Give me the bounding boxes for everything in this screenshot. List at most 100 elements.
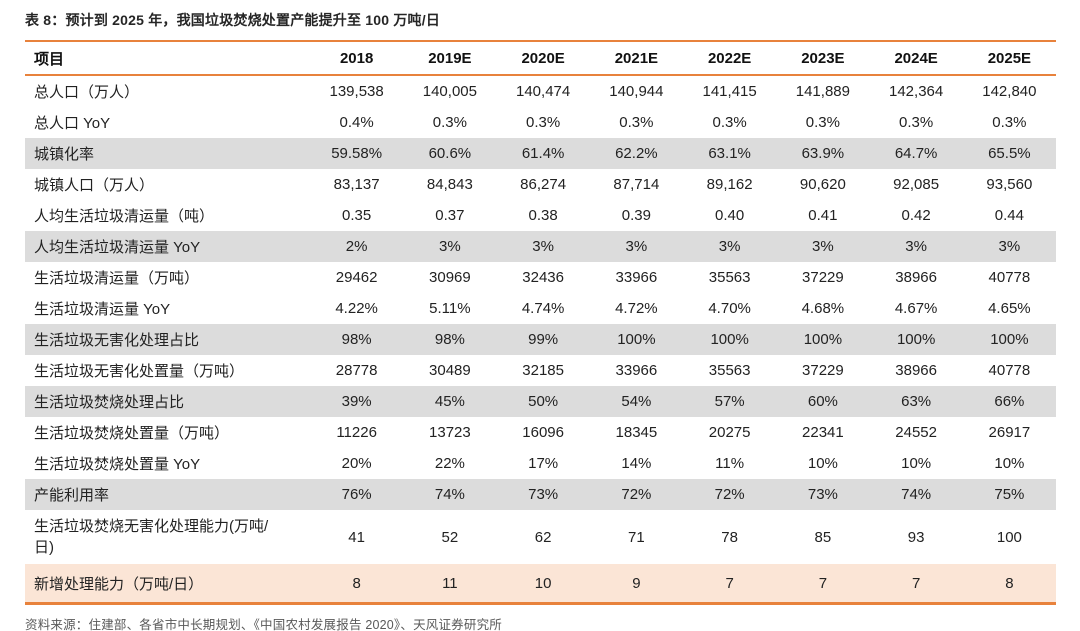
table-header: 项目 2018 2019E 2020E 2021E 2022E 2023E 2024E 2025… <box>25 41 1056 75</box>
cell-value: 74% <box>901 486 932 503</box>
cell-value: 4.72% <box>615 300 658 317</box>
cell-value: 4.65% <box>988 300 1031 317</box>
cell-value: 71 <box>628 528 645 546</box>
cell-value: 38966 <box>895 269 937 286</box>
cell-value: 0.42 <box>901 207 931 224</box>
cell-value: 7 <box>818 574 828 592</box>
cell-value: 84,843 <box>426 176 473 193</box>
cell-value: 63.9% <box>801 145 845 162</box>
cell-value: 33966 <box>615 362 658 379</box>
cell-value: 0.37 <box>435 207 465 224</box>
cell-value: 65.5% <box>988 145 1031 162</box>
cell-value: 141,889 <box>795 83 850 100</box>
cell-value: 50% <box>528 393 559 410</box>
column-header-year: 2025E <box>987 49 1032 67</box>
cell-value: 2% <box>345 238 368 255</box>
cell-value: 9 <box>632 574 641 592</box>
cell-value: 100% <box>990 331 1029 348</box>
cell-value: 20275 <box>708 424 751 441</box>
source-note: 资料来源：住建部、各省市中长期规划、《中国农村发展报告 2020》、天风证券研究… <box>25 618 502 631</box>
cell-value: 98% <box>341 331 372 348</box>
cell-value: 0.3% <box>992 114 1027 131</box>
cell-value: 11 <box>442 574 458 592</box>
cell-value: 4.67% <box>894 300 938 317</box>
cell-value: 90,620 <box>799 176 846 193</box>
cell-value: 5.11% <box>429 300 471 317</box>
row-label: 产能利用率 <box>34 487 110 504</box>
column-header-year: 2022E <box>707 49 752 67</box>
cell-value: 76% <box>341 486 372 503</box>
cell-value: 92,085 <box>893 176 940 193</box>
cell-value: 78 <box>721 528 738 546</box>
cell-value: 85 <box>814 528 832 546</box>
cell-value: 100% <box>617 331 656 348</box>
cell-value: 57% <box>714 393 745 410</box>
cell-value: 61.4% <box>521 145 565 162</box>
cell-value: 60.6% <box>428 145 472 162</box>
table-row: 生活垃圾清运量 YoY 4.22% 5.11% 4.74% 4.72% 4.70% 4.68… <box>25 293 1056 324</box>
cell-value: 54% <box>621 393 652 410</box>
table-row: 生活垃圾焚烧处理占比 39% 45% 50% 54% 57% 60% 63% 66% <box>25 386 1056 417</box>
cell-value: 140,005 <box>422 83 477 100</box>
row-label: 人均生活垃圾清运量 YoY <box>34 239 201 256</box>
cell-value: 99% <box>528 331 559 348</box>
cell-value: 4.70% <box>708 300 751 317</box>
cell-value: 20% <box>341 455 372 472</box>
cell-value: 18345 <box>615 424 658 441</box>
cell-value: 3% <box>532 238 554 255</box>
cell-value: 3% <box>812 238 834 255</box>
table-row: 生活垃圾焚烧无害化处理能力(万吨/日) 41 52 62 71 78 85 93 100 <box>25 510 1056 564</box>
row-label: 生活垃圾清运量（万吨） <box>34 270 200 287</box>
cell-value: 33966 <box>615 269 658 286</box>
column-header-year: 2020E <box>521 49 565 67</box>
table-row: 人均生活垃圾清运量（吨） 0.35 0.37 0.38 0.39 0.40 0.41 0.42… <box>25 200 1056 231</box>
cell-value: 100% <box>710 331 749 348</box>
cell-value: 3% <box>718 238 741 255</box>
column-header-year: 2019E <box>428 49 472 67</box>
column-header-year: 2018 <box>339 49 374 67</box>
cell-value: 142,364 <box>889 83 944 100</box>
cell-value: 7 <box>911 574 921 592</box>
cell-value: 139,538 <box>329 83 384 100</box>
cell-value: 98% <box>434 331 465 348</box>
cell-value: 63% <box>901 393 932 410</box>
table-row: 新增处理能力（万吨/日） 8 11 10 9 7 7 7 8 <box>25 564 1056 604</box>
cell-value: 14% <box>621 455 652 472</box>
cell-value: 0.3% <box>432 114 467 131</box>
cell-value: 11226 <box>336 424 377 441</box>
cell-value: 10% <box>901 455 932 472</box>
cell-value: 29462 <box>335 269 378 286</box>
cell-value: 22341 <box>802 424 844 441</box>
cell-value: 72% <box>621 486 652 503</box>
cell-value: 10% <box>807 455 838 472</box>
table-row: 人均生活垃圾清运量 YoY 2% 3% 3% 3% 3% 3% 3% 3% <box>25 231 1056 262</box>
cell-value: 140,474 <box>516 83 571 100</box>
cell-value: 0.44 <box>994 207 1024 224</box>
table-title: 表 8：预计到 2025 年，我国垃圾焚烧处置产能提升至 100 万吨/日 <box>25 12 441 28</box>
cell-value: 40778 <box>988 362 1031 379</box>
row-label: 新增处理能力（万吨/日） <box>34 575 204 593</box>
row-label: 生活垃圾焚烧处理占比 <box>34 394 185 411</box>
cell-value: 86,274 <box>520 176 567 193</box>
cell-value: 26917 <box>988 424 1031 441</box>
cell-value: 66% <box>994 393 1025 410</box>
forecast-data-table: 项目 2018 2019E 2020E 2021E 2022E 2023E 2024E 2025… <box>25 40 1056 605</box>
cell-value: 89,162 <box>706 176 753 193</box>
cell-value: 3% <box>625 238 648 255</box>
cell-value: 0.40 <box>715 207 745 224</box>
cell-value: 4.68% <box>801 300 845 317</box>
table-row: 生活垃圾清运量（万吨） 29462 30969 32436 33966 35563 3722… <box>25 262 1056 293</box>
cell-value: 32185 <box>522 362 564 379</box>
cell-value: 0.3% <box>712 114 747 131</box>
table-body: 总人口（万人） 139,538 140,005 140,474 140,944 141,4… <box>25 75 1056 604</box>
cell-value: 32436 <box>522 269 564 286</box>
table-row: 城镇人口（万人） 83,137 84,843 86,274 87,714 89,162 90… <box>25 169 1056 200</box>
cell-value: 0.3% <box>899 114 934 131</box>
header-row: 项目 2018 2019E 2020E 2021E 2022E 2023E 2024E 2025… <box>25 41 1056 75</box>
cell-value: 8 <box>1005 574 1014 592</box>
column-header-year: 2023E <box>801 49 845 67</box>
table-row: 生活垃圾焚烧处置量 YoY 20% 22% 17% 14% 11% 10% 10% 10% <box>25 448 1056 479</box>
row-label: 生活垃圾无害化处置量（万吨） <box>34 363 245 380</box>
cell-value: 4.22% <box>335 300 378 317</box>
cell-value: 45% <box>434 393 465 410</box>
